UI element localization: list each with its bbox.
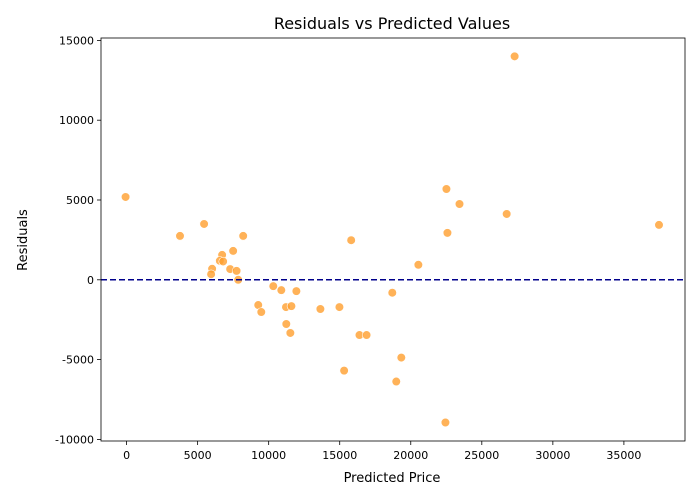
data-point: [440, 417, 451, 428]
y-tick-label: -5000: [62, 354, 94, 367]
data-point: [120, 192, 131, 202]
data-point: [391, 376, 401, 387]
x-axis-ticks: 0 5000 10000 15000 20000 25000 30000 35000: [123, 441, 641, 462]
data-point: [387, 288, 397, 298]
data-point: [291, 286, 301, 296]
data-point: [238, 231, 248, 241]
plot-frame: [100, 37, 686, 442]
data-point: [413, 260, 423, 270]
x-tick-label: 15000: [322, 449, 357, 462]
y-axis-label: Residuals: [16, 209, 31, 271]
y-tick-label: 15000: [59, 34, 94, 47]
data-point: [339, 366, 349, 376]
data-point: [441, 184, 452, 194]
data-point: [276, 285, 286, 295]
data-point: [206, 269, 216, 279]
data-point: [228, 246, 238, 256]
data-point: [285, 328, 295, 338]
data-point: [510, 51, 520, 61]
data-point: [286, 301, 297, 311]
y-tick-label: 10000: [59, 114, 94, 127]
data-point: [442, 228, 453, 238]
y-axis-ticks: -10000 -5000 0 5000 10000 15000: [55, 34, 101, 446]
data-point: [315, 304, 325, 314]
points-layer: [120, 51, 664, 428]
x-tick-label: 35000: [606, 449, 641, 462]
data-point: [218, 256, 228, 267]
x-tick-label: 5000: [184, 449, 212, 462]
data-point: [268, 281, 278, 291]
data-point: [346, 235, 356, 245]
data-point: [454, 199, 465, 209]
data-point: [199, 219, 209, 229]
x-tick-label: 30000: [535, 449, 570, 462]
data-point: [281, 319, 291, 329]
data-point: [175, 231, 185, 241]
x-tick-label: 10000: [251, 449, 286, 462]
x-tick-label: 20000: [393, 449, 428, 462]
data-point: [334, 302, 345, 312]
y-tick-label: 0: [87, 274, 94, 287]
chart-title: Residuals vs Predicted Values: [274, 14, 510, 33]
data-point: [502, 209, 512, 219]
data-point: [654, 220, 664, 230]
y-tick-label: 5000: [66, 194, 94, 207]
x-axis-label: Predicted Price: [344, 471, 441, 486]
data-point: [256, 307, 266, 317]
x-tick-label: 0: [123, 449, 130, 462]
y-tick-label: -10000: [55, 433, 94, 446]
data-point: [396, 353, 406, 363]
data-point: [231, 266, 242, 276]
x-tick-label: 25000: [464, 449, 499, 462]
data-point: [361, 330, 372, 340]
